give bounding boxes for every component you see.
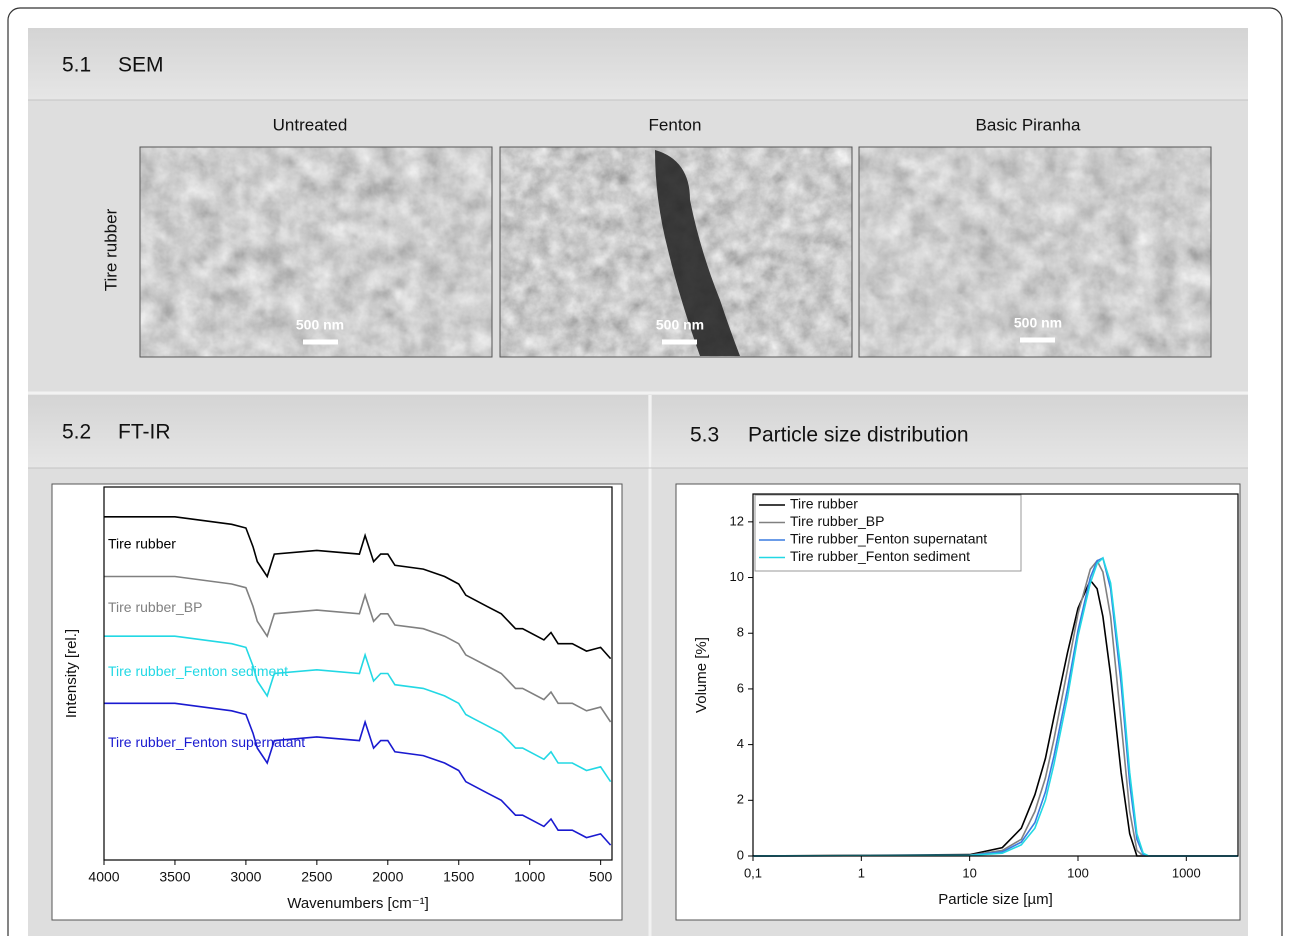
x-tick-label: 3500 — [159, 869, 190, 885]
x-tick-label: 4000 — [88, 869, 119, 885]
section-number: 5.3 — [690, 424, 719, 447]
section-title: FT-IR — [118, 421, 171, 444]
section-title: Particle size distribution — [748, 424, 969, 447]
y-tick-label: 12 — [730, 513, 744, 528]
sem-image: 500 nm — [500, 147, 852, 357]
series-label: Tire rubber_Fenton sediment — [108, 663, 288, 679]
x-tick-label: 0,1 — [744, 865, 762, 880]
legend-label: Tire rubber_Fenton supernatant — [790, 531, 987, 547]
x-tick-label: 1000 — [514, 869, 545, 885]
legend-label: Tire rubber_Fenton sediment — [790, 548, 970, 564]
y-tick-label: 0 — [737, 847, 744, 862]
page: 5.1 SEM 5.2 FT-IR 5.3 Particle size dist… — [0, 0, 1290, 941]
x-tick-label: 3000 — [230, 869, 261, 885]
y-tick-label: 10 — [730, 569, 744, 584]
column-label: Fenton — [649, 115, 702, 134]
x-tick-label: 1000 — [1172, 865, 1201, 880]
series-label: Tire rubber_Fenton supernatant — [108, 734, 305, 750]
x-axis-label: Wavenumbers [cm⁻¹] — [287, 895, 429, 912]
sem-image: 500 nm — [859, 147, 1211, 357]
y-tick-label: 6 — [737, 680, 744, 695]
y-tick-label: 8 — [737, 625, 744, 640]
sem-image: 500 nm — [140, 147, 492, 357]
scale-label: 500 nm — [296, 317, 344, 333]
scale-label: 500 nm — [656, 317, 704, 333]
legend-label: Tire rubber — [790, 496, 858, 512]
column-label: Basic Piranha — [976, 115, 1081, 134]
section-title: SEM — [118, 54, 164, 77]
y-axis-label: Intensity [rel.] — [63, 629, 80, 718]
row-label: Tire rubber — [101, 208, 120, 291]
scale-label: 500 nm — [1014, 315, 1062, 331]
column-label: Untreated — [273, 115, 348, 134]
y-tick-label: 4 — [737, 736, 744, 751]
series-label: Tire rubber — [108, 536, 176, 552]
x-axis-label: Particle size [µm] — [938, 891, 1053, 908]
section-number: 5.2 — [62, 421, 91, 444]
series-label: Tire rubber_BP — [108, 599, 202, 615]
x-tick-label: 1 — [858, 865, 865, 880]
x-tick-label: 10 — [962, 865, 976, 880]
legend-label: Tire rubber_BP — [790, 513, 884, 529]
section-number: 5.1 — [62, 54, 91, 77]
x-tick-label: 2500 — [301, 869, 332, 885]
y-tick-label: 2 — [737, 792, 744, 807]
x-tick-label: 1500 — [443, 869, 474, 885]
x-tick-label: 500 — [589, 869, 613, 885]
x-tick-label: 100 — [1067, 865, 1089, 880]
y-axis-label: Volume [%] — [693, 637, 710, 713]
figure: 5.1 SEM 5.2 FT-IR 5.3 Particle size dist… — [0, 0, 1290, 936]
section-header — [28, 28, 1248, 100]
x-tick-label: 2000 — [372, 869, 403, 885]
